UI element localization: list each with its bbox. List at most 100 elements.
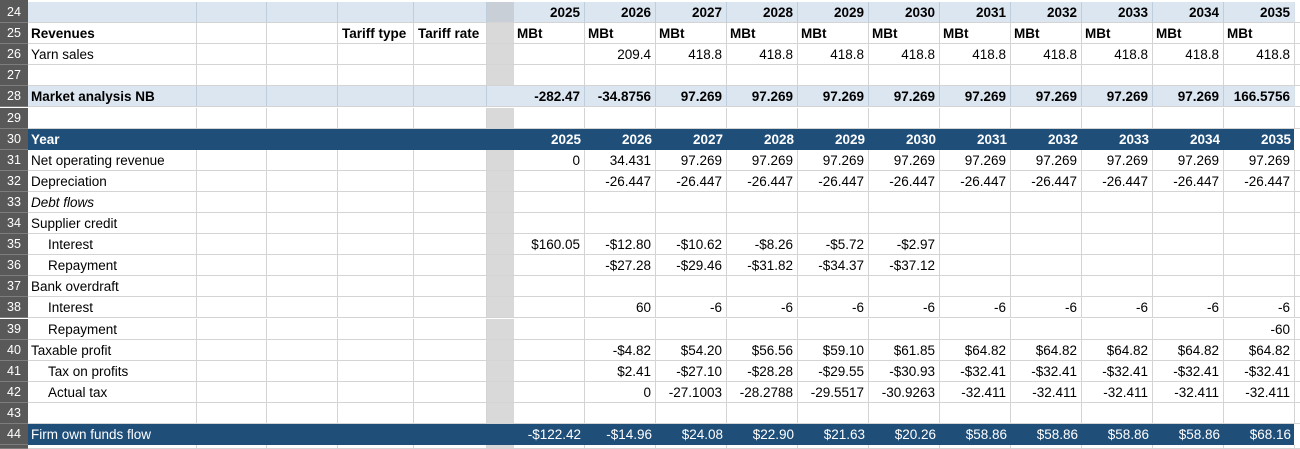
cell[interactable]: -32.411 bbox=[1082, 381, 1153, 403]
cell[interactable] bbox=[1082, 402, 1153, 424]
cell[interactable] bbox=[338, 86, 414, 108]
cell[interactable] bbox=[1224, 65, 1295, 87]
cell[interactable]: -6 bbox=[798, 297, 869, 319]
cell[interactable] bbox=[338, 65, 414, 87]
cell[interactable]: -$32.41 bbox=[940, 360, 1011, 382]
cell[interactable] bbox=[1082, 65, 1153, 87]
cell[interactable] bbox=[338, 44, 414, 66]
row-label[interactable]: Debt flows bbox=[28, 191, 197, 213]
cell[interactable]: $22.90 bbox=[752, 427, 794, 442]
cell[interactable]: -32.411 bbox=[940, 381, 1011, 403]
cell[interactable] bbox=[197, 318, 267, 340]
separator-cell[interactable] bbox=[487, 402, 514, 424]
cell[interactable] bbox=[869, 65, 940, 87]
separator-cell[interactable] bbox=[487, 65, 514, 87]
cell[interactable] bbox=[414, 297, 487, 319]
cell[interactable]: 2030 bbox=[905, 131, 936, 147]
cell[interactable] bbox=[1295, 192, 1300, 213]
cell[interactable] bbox=[585, 276, 656, 298]
cell[interactable]: 97.269 bbox=[656, 86, 727, 108]
cell[interactable] bbox=[514, 381, 585, 403]
row-number[interactable]: 33 bbox=[0, 191, 28, 213]
cell[interactable]: 97.269 bbox=[656, 149, 727, 171]
cell[interactable] bbox=[869, 191, 940, 213]
cell[interactable] bbox=[1295, 319, 1300, 340]
cell[interactable]: 97.269 bbox=[1082, 149, 1153, 171]
cell[interactable] bbox=[197, 276, 267, 298]
separator-cell[interactable] bbox=[487, 424, 514, 445]
cell[interactable] bbox=[1295, 255, 1300, 277]
separator-cell[interactable] bbox=[487, 44, 514, 66]
cell[interactable] bbox=[1295, 44, 1300, 66]
cell[interactable]: $54.20 bbox=[656, 339, 727, 361]
cell[interactable]: 34.431 bbox=[585, 149, 656, 171]
cell[interactable] bbox=[267, 107, 338, 129]
cell[interactable] bbox=[267, 234, 338, 256]
cell[interactable] bbox=[197, 2, 267, 24]
cell[interactable]: -$32.41 bbox=[1082, 360, 1153, 382]
cell[interactable] bbox=[1224, 107, 1295, 129]
row-label[interactable]: Net operating revenue bbox=[28, 149, 197, 171]
cell[interactable] bbox=[869, 213, 940, 235]
cell[interactable] bbox=[514, 107, 585, 129]
cell[interactable] bbox=[940, 276, 1011, 298]
cell[interactable]: MBt bbox=[1011, 23, 1082, 45]
cell[interactable] bbox=[514, 445, 585, 449]
cell[interactable]: 166.5756 bbox=[1224, 86, 1295, 108]
cell[interactable]: -$34.37 bbox=[798, 255, 869, 277]
cell[interactable] bbox=[798, 213, 869, 235]
cell[interactable]: 418.8 bbox=[940, 44, 1011, 66]
cell[interactable]: 2028 bbox=[727, 2, 798, 24]
cell[interactable] bbox=[1153, 445, 1224, 449]
cell[interactable] bbox=[1082, 191, 1153, 213]
separator-cell[interactable] bbox=[487, 381, 514, 403]
cell[interactable] bbox=[727, 402, 798, 424]
cell[interactable] bbox=[1295, 361, 1300, 382]
cell[interactable]: -$2.97 bbox=[869, 234, 940, 256]
separator-cell[interactable] bbox=[487, 191, 514, 213]
separator-cell[interactable] bbox=[487, 213, 514, 235]
cell[interactable]: -$28.28 bbox=[727, 360, 798, 382]
cell[interactable] bbox=[1011, 191, 1082, 213]
cell[interactable]: 0 bbox=[585, 381, 656, 403]
cell[interactable] bbox=[267, 2, 338, 24]
cell[interactable] bbox=[940, 445, 1011, 449]
row-number[interactable]: 42 bbox=[0, 381, 28, 403]
cell[interactable] bbox=[338, 318, 414, 340]
cell[interactable] bbox=[1011, 234, 1082, 256]
cell[interactable]: -6 bbox=[869, 297, 940, 319]
cell[interactable]: 2030 bbox=[869, 2, 940, 24]
cell[interactable] bbox=[514, 65, 585, 87]
cell[interactable]: MBt bbox=[1082, 23, 1153, 45]
row-label[interactable]: Revenues bbox=[28, 23, 197, 45]
cell[interactable] bbox=[414, 424, 487, 445]
cell[interactable]: -34.8756 bbox=[585, 86, 656, 108]
cell[interactable]: -6 bbox=[1224, 297, 1295, 319]
row-label[interactable]: Depreciation bbox=[28, 170, 197, 192]
row-number[interactable] bbox=[0, 0, 28, 2]
cell[interactable] bbox=[267, 65, 338, 87]
cell[interactable]: MBt bbox=[940, 23, 1011, 45]
cell[interactable] bbox=[869, 318, 940, 340]
cell[interactable]: 97.269 bbox=[798, 149, 869, 171]
cell[interactable] bbox=[727, 213, 798, 235]
cell[interactable] bbox=[1082, 318, 1153, 340]
cell[interactable] bbox=[197, 360, 267, 382]
cell[interactable] bbox=[414, 2, 487, 24]
row-label[interactable] bbox=[28, 65, 197, 87]
cell[interactable] bbox=[656, 276, 727, 298]
cell[interactable] bbox=[414, 360, 487, 382]
cell[interactable]: 2027 bbox=[692, 131, 723, 147]
cell[interactable] bbox=[1011, 65, 1082, 87]
cell[interactable]: 2033 bbox=[1082, 2, 1153, 24]
cell[interactable] bbox=[197, 445, 267, 449]
cell[interactable]: -26.447 bbox=[1153, 170, 1224, 192]
cell[interactable]: -$4.82 bbox=[585, 339, 656, 361]
cell[interactable]: 418.8 bbox=[656, 44, 727, 66]
cell[interactable]: 2034 bbox=[1189, 131, 1220, 147]
cell[interactable]: 0 bbox=[514, 149, 585, 171]
cell[interactable] bbox=[267, 339, 338, 361]
cell[interactable]: -$29.46 bbox=[656, 255, 727, 277]
cell[interactable] bbox=[1295, 129, 1300, 150]
cell[interactable] bbox=[514, 44, 585, 66]
